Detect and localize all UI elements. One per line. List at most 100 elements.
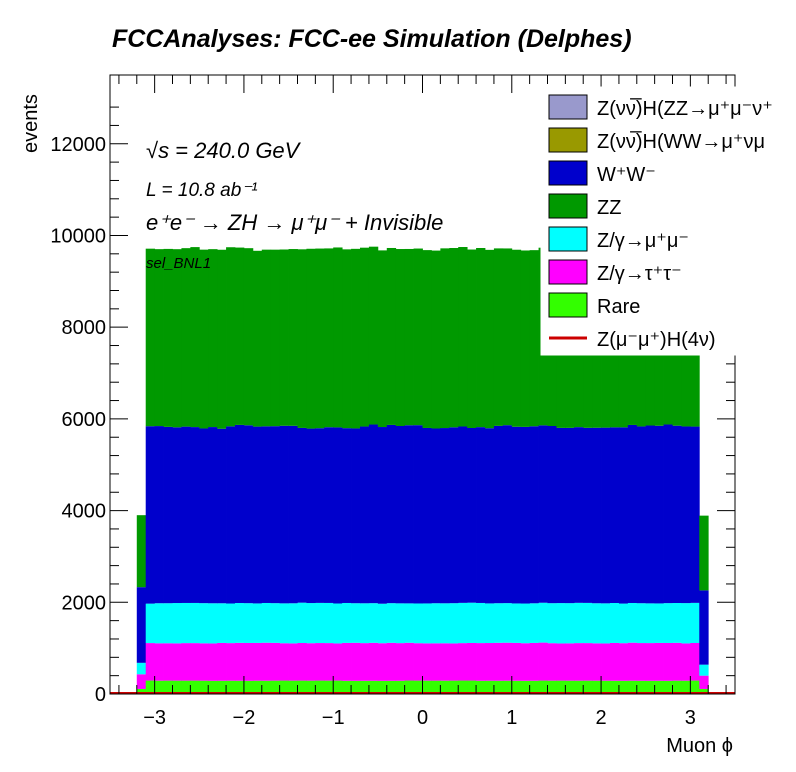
bar-segment [699, 664, 709, 676]
bar-segment [342, 680, 352, 694]
bar-segment [618, 643, 629, 681]
bar-segment [449, 248, 459, 428]
bar-segment [404, 248, 414, 426]
bar-segment [520, 603, 531, 644]
bar-segment [699, 590, 709, 665]
bar-segment [217, 680, 227, 694]
bar-segment [377, 427, 388, 604]
bar-segment [574, 602, 584, 644]
bar-segment [627, 424, 638, 603]
bar-segment [360, 426, 370, 604]
bar-segment [538, 642, 548, 681]
bar-segment [324, 602, 334, 644]
bar-segment [315, 643, 325, 681]
bar-segment [440, 643, 450, 681]
bar-segment [360, 603, 370, 644]
bar-segment [297, 249, 307, 428]
bar-segment [199, 249, 209, 429]
bar-segment [235, 424, 245, 604]
bar-segment [556, 680, 566, 694]
legend-swatch [548, 94, 588, 120]
bar-segment [333, 427, 343, 604]
legend-label: ZZ [597, 197, 621, 219]
bar-segment [493, 642, 504, 681]
bar-segment [199, 603, 209, 644]
y-tick-label: 0 [95, 684, 106, 706]
bar-segment [413, 643, 423, 681]
bar-segment [592, 680, 602, 694]
bar-segment [565, 643, 575, 681]
bar-segment [386, 424, 397, 604]
bar-segment [458, 643, 468, 681]
bar-segment [235, 603, 245, 643]
bar-segment [181, 643, 191, 681]
x-axis: −3 −2 −1 0 1 2 3 [118, 75, 727, 729]
bar-segment [190, 602, 200, 644]
bar-segment [297, 427, 307, 603]
bar-segment [529, 603, 539, 643]
bar-segment [261, 602, 272, 643]
bar-segment [163, 680, 173, 694]
bar-segment [502, 425, 513, 604]
bar-segment [190, 643, 200, 681]
bar-segment [306, 643, 316, 681]
bar-segment [476, 643, 486, 681]
bar-segment [601, 643, 611, 681]
bar-segment [610, 642, 620, 681]
bar-segment [297, 643, 307, 681]
bar-segment [538, 680, 548, 694]
bar-segment [645, 643, 656, 681]
bar-segment [404, 680, 414, 694]
bar-segment [529, 250, 539, 427]
bar-segment [377, 680, 388, 694]
bar-segment [699, 515, 709, 591]
bar-segment [511, 680, 522, 694]
bar-segment [208, 427, 218, 604]
bar-segment [306, 680, 316, 694]
bar-segment [413, 680, 423, 694]
legend-swatch [548, 292, 588, 318]
bar-segment [315, 680, 325, 694]
annotation-selection: sel_BNL1 [146, 255, 211, 272]
bar-segment [243, 642, 254, 681]
bar-segment [636, 426, 647, 604]
bar-segment [529, 426, 539, 604]
bar-segment [663, 424, 673, 604]
bar-segment [217, 428, 227, 604]
bar-segment [672, 680, 682, 694]
bar-segment [547, 603, 557, 644]
bar-segment [252, 250, 263, 427]
bar-segment [217, 603, 227, 643]
bar-segment [217, 642, 227, 681]
bar-segment [315, 248, 325, 429]
bar-segment [404, 603, 414, 643]
legend-label: Rare [597, 296, 640, 318]
bar-segment [351, 603, 361, 643]
bar-segment [493, 680, 504, 694]
bar-segment [601, 427, 611, 604]
bar-segment [672, 603, 682, 643]
bar-segment [261, 680, 272, 694]
bar-segment [226, 643, 236, 681]
bar-segment [306, 248, 316, 429]
bar-segment [243, 248, 254, 426]
bar-segment [502, 680, 513, 694]
bar-segment [440, 428, 450, 604]
y-tick-label: 12000 [50, 134, 106, 156]
bar-segment [395, 603, 406, 644]
bar-segment [485, 643, 495, 681]
bar-segment [699, 688, 709, 694]
bar-segment [583, 427, 593, 603]
legend-swatch [548, 193, 588, 219]
bar-segment [493, 603, 504, 643]
bar-segment [145, 248, 156, 427]
bar-segment [422, 427, 432, 604]
bar-segment [333, 680, 343, 694]
bar-segment [645, 425, 656, 604]
bar-segment [627, 680, 638, 694]
bar-segment [226, 680, 236, 694]
bar-segment [324, 643, 334, 681]
bar-segment [502, 603, 513, 643]
bar-segment [592, 427, 602, 604]
bar-segment [601, 680, 611, 694]
